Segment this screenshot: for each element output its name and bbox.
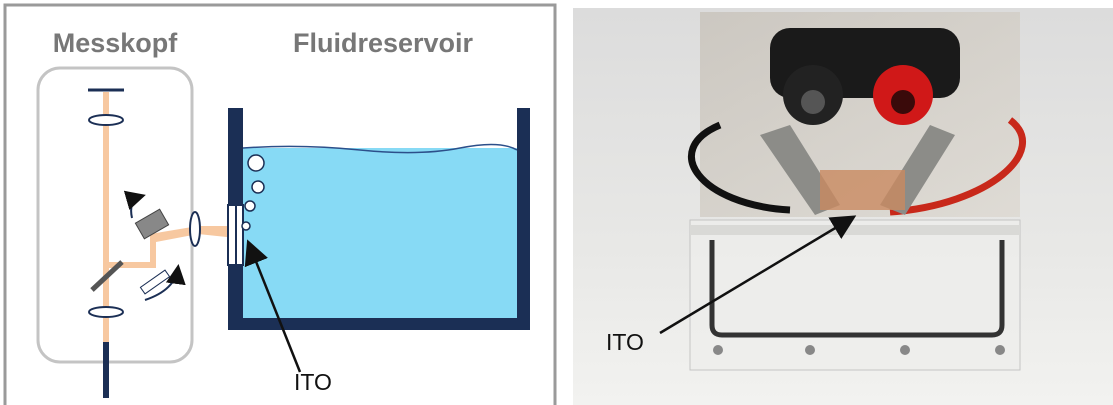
socket-hole <box>801 90 825 114</box>
figure: Messkopf Fluidreservoir ITO <box>0 0 1113 405</box>
fiber <box>103 342 109 398</box>
cell-edge <box>690 225 1020 235</box>
schematic-panel: Messkopf Fluidreservoir ITO <box>5 5 555 405</box>
lens <box>89 115 123 125</box>
lens <box>89 307 123 317</box>
ito-label: ITO <box>606 329 644 355</box>
photo-panel: ITO <box>573 8 1113 405</box>
reservoir-label: Fluidreservoir <box>293 28 474 58</box>
lens <box>190 212 200 246</box>
socket-hole <box>891 90 915 114</box>
head-label: Messkopf <box>53 28 179 58</box>
ito-label: ITO <box>294 369 332 395</box>
ito-glass <box>820 170 905 210</box>
fluid <box>243 148 517 318</box>
acrylic-cell <box>690 220 1020 370</box>
